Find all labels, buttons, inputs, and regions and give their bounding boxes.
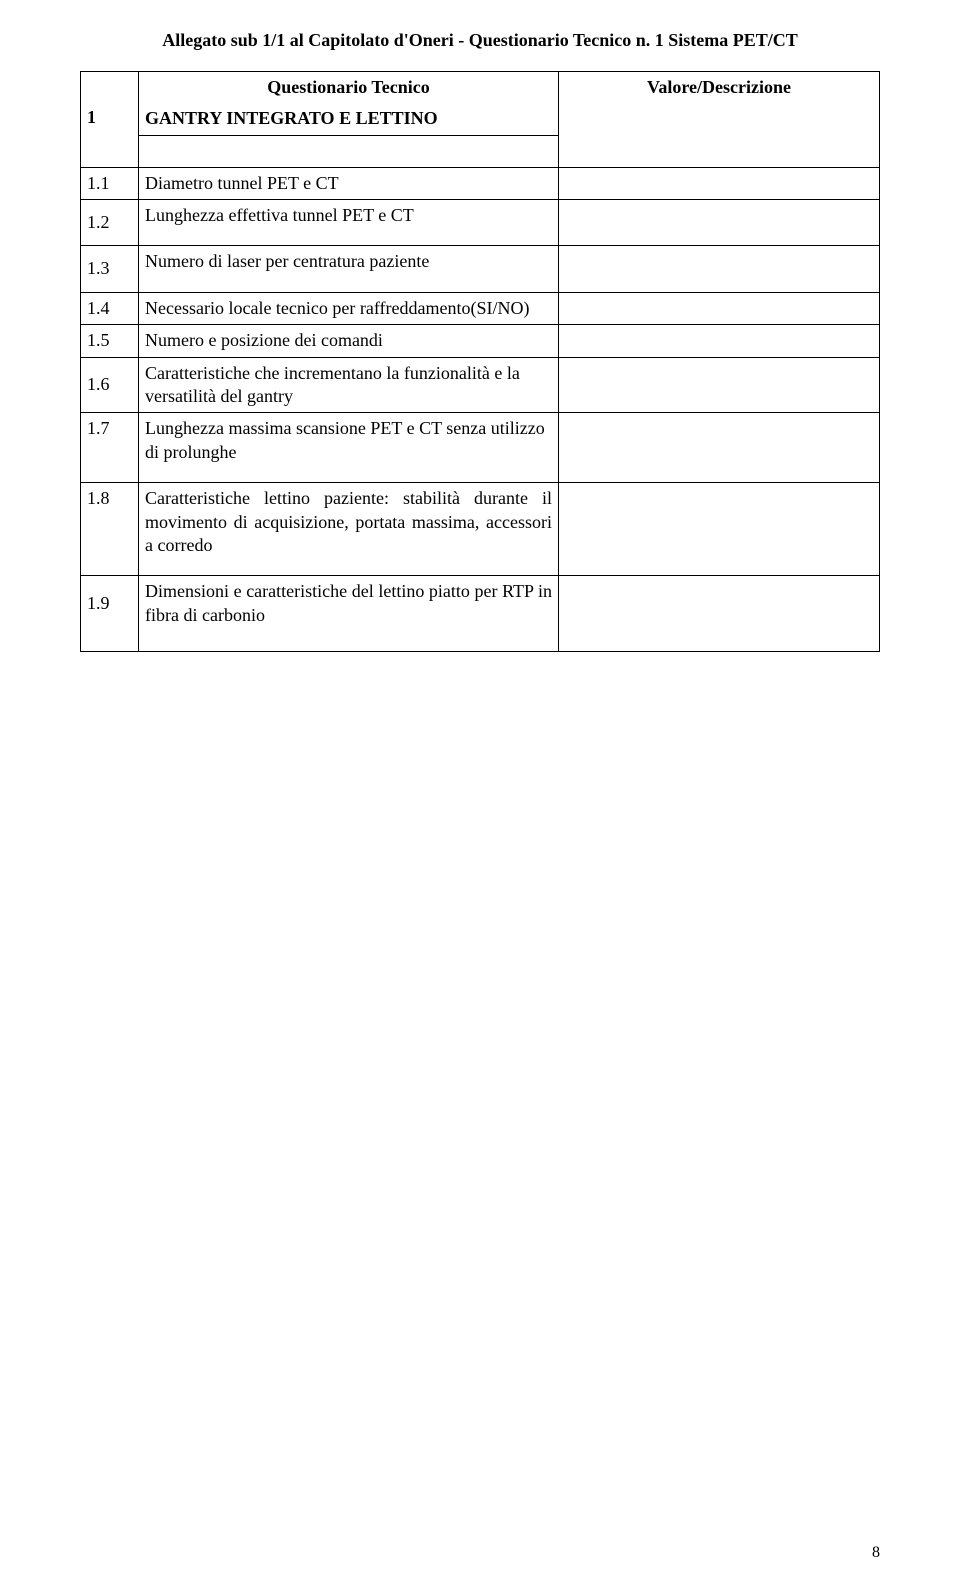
row-desc: Diametro tunnel PET e CT	[139, 167, 559, 199]
table-header-row: 1 Questionario Tecnico Valore/Descrizion…	[81, 72, 880, 104]
header-num: 1	[81, 72, 139, 136]
row-num: 1.8	[81, 483, 139, 576]
document-title: Allegato sub 1/1 al Capitolato d'Oneri -…	[80, 30, 880, 51]
page-number: 8	[872, 1544, 880, 1562]
row-val	[559, 246, 880, 292]
table-gap	[81, 135, 880, 167]
row-num: 1.1	[81, 167, 139, 199]
table-row: 1.4 Necessario locale tecnico per raffre…	[81, 292, 880, 324]
row-val	[559, 167, 880, 199]
header-gantry: GANTRY INTEGRATO E LETTINO	[139, 103, 559, 135]
row-desc: Lunghezza massima scansione PET e CT sen…	[139, 413, 559, 483]
row-val	[559, 325, 880, 357]
table-row: 1.9 Dimensioni e caratteristiche del let…	[81, 576, 880, 652]
table-row: 1.7 Lunghezza massima scansione PET e CT…	[81, 413, 880, 483]
row-num: 1.9	[81, 576, 139, 652]
row-val	[559, 413, 880, 483]
row-num: 1.5	[81, 325, 139, 357]
gap-cell	[81, 135, 139, 167]
row-desc: Lunghezza effettiva tunnel PET e CT	[139, 200, 559, 246]
table-row: 1.3 Numero di laser per centratura pazie…	[81, 246, 880, 292]
header-valore: Valore/Descrizione	[559, 72, 880, 136]
table-row: 1.1 Diametro tunnel PET e CT	[81, 167, 880, 199]
row-desc: Dimensioni e caratteristiche del lettino…	[139, 576, 559, 652]
row-val	[559, 483, 880, 576]
questionnaire-table: 1 Questionario Tecnico Valore/Descrizion…	[80, 71, 880, 652]
row-val	[559, 357, 880, 413]
row-desc: Caratteristiche che incrementano la funz…	[139, 357, 559, 413]
row-desc: Numero di laser per centratura paziente	[139, 246, 559, 292]
gap-cell	[139, 135, 559, 167]
row-num: 1.6	[81, 357, 139, 413]
table-row: 1.6 Caratteristiche che incrementano la …	[81, 357, 880, 413]
row-desc: Caratteristiche lettino paziente: stabil…	[139, 483, 559, 576]
row-num: 1.3	[81, 246, 139, 292]
row-desc: Numero e posizione dei comandi	[139, 325, 559, 357]
row-val	[559, 200, 880, 246]
row-val	[559, 292, 880, 324]
row-desc: Necessario locale tecnico per raffreddam…	[139, 292, 559, 324]
header-questionario: Questionario Tecnico	[139, 72, 559, 104]
table-row: 1.2 Lunghezza effettiva tunnel PET e CT	[81, 200, 880, 246]
row-num: 1.4	[81, 292, 139, 324]
table-row: 1.5 Numero e posizione dei comandi	[81, 325, 880, 357]
table-row: 1.8 Caratteristiche lettino paziente: st…	[81, 483, 880, 576]
row-val	[559, 576, 880, 652]
row-num: 1.2	[81, 200, 139, 246]
row-num: 1.7	[81, 413, 139, 483]
gap-cell	[559, 135, 880, 167]
